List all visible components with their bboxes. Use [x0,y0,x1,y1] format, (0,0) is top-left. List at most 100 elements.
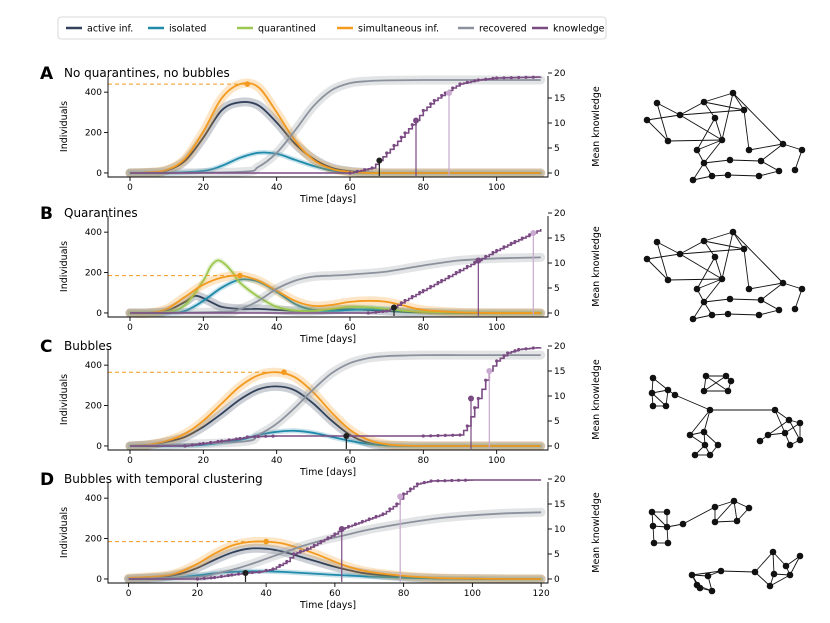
network-node [649,374,657,382]
network-node [724,310,732,318]
network-node [643,255,651,263]
y-axis-label: Individuals [59,374,70,425]
network-node [714,441,722,449]
legend-label-active: active inf. [87,24,133,35]
peak-marker [281,369,287,376]
knowledge-step-marker [348,171,352,175]
x-tick-label: 80 [418,183,430,193]
network-node [676,111,684,119]
knowledge-step-marker [513,349,517,353]
network-edge [646,258,669,281]
y-tick-label: 400 [85,228,102,238]
network-node [700,387,708,395]
y2-tick-label: 10 [554,119,566,129]
network-node [711,518,719,526]
knowledge-step-marker [509,76,513,80]
panel-letter: D [40,470,54,490]
network-node [718,275,726,283]
network-edge [772,551,775,575]
x-axis-label: Time [days] [299,194,356,205]
x-tick-label: 60 [344,323,356,333]
panel-C: C Bubbles 0 20 40 60 80 100 0 200 400 0 5 10 15 20 Time … [40,337,602,478]
network-node [679,520,687,528]
knowledge-step-marker [520,236,524,240]
panel-letter: A [40,64,54,84]
network-node [671,391,679,399]
network-node [722,372,730,380]
knowledge-marker [530,230,537,236]
legend-label-quarantined: quarantined [258,24,316,35]
series-line-simultaneous [129,274,541,315]
network-node [745,285,753,293]
network-node [708,311,716,319]
network-edge [679,114,723,141]
knowledge-step-marker [392,143,396,148]
network-edge [703,231,734,242]
network-node [779,140,787,148]
knowledge-step-marker [198,442,202,446]
knowledge-step-marker [463,478,468,482]
series-line-simultaneous [128,540,542,580]
legend-frame [57,16,607,40]
legend-label-knowledge: knowledge [553,24,605,35]
x-tick-label: 40 [271,323,283,333]
series-band-active [125,97,546,178]
knowledge-step-marker [319,539,323,544]
knowledge-step-marker [484,254,488,259]
y-tick-label: 0 [96,575,102,585]
network-edge [696,117,716,151]
network-edge [732,231,745,250]
network-edge [703,278,723,303]
network-node [729,89,737,97]
knowledge-step-marker [429,434,433,438]
knowledge-step-marker [220,439,224,443]
network-edge [721,231,734,280]
y2-tick-label: 20 [554,475,566,485]
x-tick-label: 60 [344,456,356,466]
knowledge-step-marker [457,478,461,482]
network-node [664,539,672,547]
knowledge-step-marker [202,576,206,581]
series-line-recovered [129,256,541,314]
y2-axis-label: Mean knowledge [591,359,602,440]
network-edge [714,500,735,523]
knowledge-marker [376,157,383,164]
network-edge [692,301,705,320]
network-node [782,562,790,570]
y-tick-label: 200 [85,402,102,412]
panel-title: Quarantines [64,206,138,220]
knowledge-step-marker [245,435,249,439]
knowledge-step-marker [421,108,425,113]
knowledge-step-marker [201,441,205,446]
y-axis-label: Individuals [59,507,70,558]
knowledge-step-marker [367,517,371,521]
network-node [726,295,734,303]
series-band-simultaneous [125,367,546,451]
knowledge-step-marker [209,440,213,445]
network-edge [646,253,681,260]
knowledge-step-marker [429,102,433,106]
knowledge-step-marker [531,346,535,350]
knowledge-step-marker [190,443,194,447]
knowledge-step-marker [491,250,495,255]
knowledge-step-marker [360,519,364,524]
knowledge-step-markers [183,346,535,448]
knowledge-step-marker [363,168,367,172]
knowledge-step-marker [473,79,477,83]
network-node [706,451,714,459]
network-node [730,497,738,505]
panel-letter: C [40,337,52,357]
network-edge [729,159,762,162]
knowledge-step-marker [374,310,378,314]
network-edge [656,102,681,116]
knowledge-step-marker [410,123,414,127]
network-edge [720,570,756,573]
network-node [775,306,783,314]
knowledge-step-marker [278,563,282,567]
knowledge-step-marker [524,347,528,351]
knowledge-step-marker [385,309,389,313]
network-edge [782,282,803,290]
network-edge [714,500,735,508]
